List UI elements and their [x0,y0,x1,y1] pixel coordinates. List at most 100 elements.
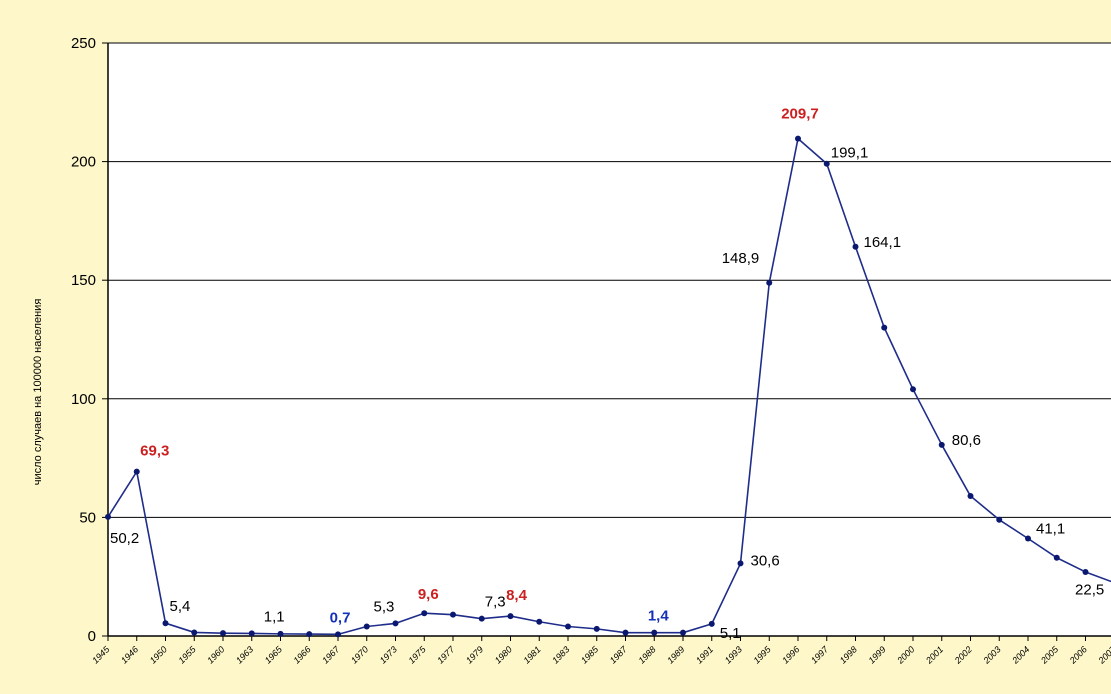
x-tick-label: 1963 [234,644,255,665]
data-label: 1,4 [648,608,670,625]
x-tick-label: 1967 [320,644,342,666]
data-label: 8,4 [506,587,528,604]
series-line-group [107,137,1111,636]
plot-area [108,43,1111,636]
data-point [191,629,198,636]
x-tick-label: 1983 [550,644,571,665]
x-tick-label: 1973 [378,644,399,665]
data-point [996,516,1003,523]
data-label: 7,3 [485,594,506,611]
x-tick-label: 1987 [608,644,630,666]
x-tick-label: 2006 [1067,644,1089,666]
data-point [708,620,715,627]
data-point [478,615,485,622]
x-tick-label: 2007 [1096,644,1111,667]
data-labels: 50,2 69,3 5,4 1,1 0,7 5,3 9,6 7,3 8,4 1,4 5,1 30,6 1… [110,106,1104,642]
data-label: 0,7 [330,609,351,626]
data-point [450,611,456,618]
series-line [107,137,1111,636]
x-tick-label: 1985 [579,644,601,666]
x-tick-label: 2001 [923,644,945,666]
x-tick-label: 1945 [90,644,112,666]
data-point [105,513,111,520]
data-point [306,631,313,638]
data-label: 30,6 [751,552,780,569]
data-point [133,468,140,475]
data-point [823,160,830,167]
x-tick-label: 1966 [291,644,312,665]
x-tick-label: 1946 [119,644,140,665]
data-point [277,630,284,637]
x-tick-label: 1999 [866,644,887,665]
data-point [335,631,341,638]
data-point [910,386,916,393]
data-point [938,441,945,448]
data-point [392,620,399,627]
data-label: 9,6 [418,586,439,603]
data-label: 199,1 [831,145,869,162]
y-tick-label: 0 [88,628,96,645]
x-tick-label: 1970 [349,644,370,665]
data-point [766,279,773,286]
data-point [651,629,658,636]
data-point [536,618,543,625]
x-tick-label: 1988 [636,644,657,665]
data-label: 148,9 [722,250,760,267]
data-label: 22,5 [1075,582,1104,599]
x-tick-label: 1977 [435,644,457,666]
data-point [363,623,370,630]
y-axis-label: число случаев на 100000 населения [32,299,44,486]
data-point [220,630,226,637]
data-point [248,630,255,637]
x-tick-label: 2004 [1009,644,1031,666]
x-tick-label: 2005 [1038,644,1061,667]
x-tick-label: 1989 [665,644,686,665]
x-tick-label: 1979 [464,644,485,665]
data-label: 5,4 [170,598,191,615]
x-tick-label: 1981 [521,644,542,665]
x-tick-label: 2002 [952,644,974,666]
x-tick-label: 1991 [694,644,715,665]
data-label: 164,1 [864,234,902,251]
y-tick-label: 50 [79,509,96,526]
grid-lines [108,42,1111,518]
data-point [162,620,169,627]
y-tick-label: 200 [71,154,96,171]
data-label: 41,1 [1036,521,1065,538]
x-tick-label: 1980 [493,644,514,665]
series-markers [105,135,1089,638]
x-tick-label: 1955 [176,644,198,666]
x-tick-label: 1996 [780,644,801,665]
data-label: 209,7 [781,106,819,123]
data-point [680,629,686,636]
data-point [795,135,801,142]
data-point [881,324,888,331]
data-point [565,623,571,630]
x-tick-label: 1960 [205,644,226,665]
y-tick-label: 150 [71,272,96,289]
x-tick-label: 1993 [723,644,744,665]
data-label: 1,1 [264,608,285,625]
data-label: 5,3 [374,598,395,615]
data-point [852,243,859,250]
data-label: 5,1 [720,625,741,642]
data-label: 69,3 [140,443,169,460]
y-tick-label: 100 [71,391,96,408]
data-point [593,625,600,632]
data-point [1082,568,1089,575]
x-tick-labels: 1945 1946 1950 1955 1960 1963 1965 1966 1967 1970… [90,636,1111,666]
data-label: 50,2 [110,530,139,547]
data-point [1025,535,1031,542]
data-point [421,610,428,617]
x-tick-label: 1995 [751,644,773,666]
x-tick-label: 1997 [809,644,831,666]
data-point [737,560,744,567]
x-tick-label: 1998 [838,644,859,665]
data-label: 80,6 [952,432,981,449]
y-tick-label: 250 [71,35,96,52]
data-point [507,613,514,620]
x-tick-label: 1965 [263,644,285,666]
data-point [1053,554,1060,561]
